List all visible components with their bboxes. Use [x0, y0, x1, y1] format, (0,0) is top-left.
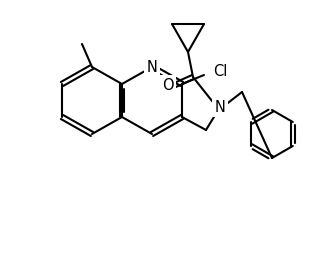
Text: N: N: [147, 59, 157, 74]
Text: Cl: Cl: [213, 63, 228, 79]
Text: N: N: [215, 100, 225, 114]
Text: O: O: [162, 78, 174, 92]
